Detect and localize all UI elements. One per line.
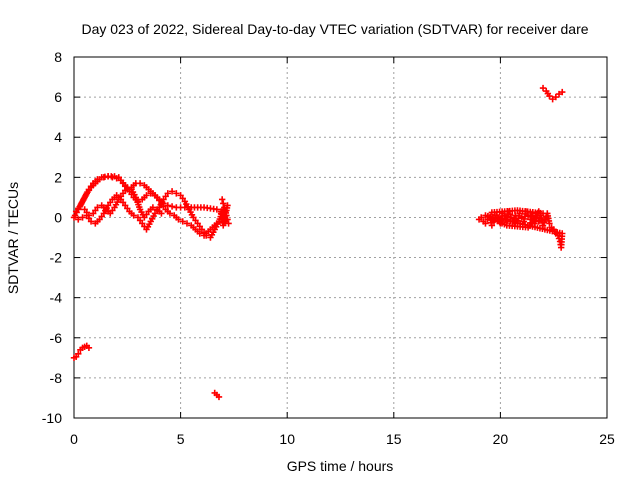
series-mid-arc — [72, 173, 221, 239]
data-point — [130, 212, 137, 219]
data-point — [535, 218, 542, 225]
data-point — [488, 222, 496, 229]
data-point — [168, 188, 176, 195]
y-tick-label: 2 — [54, 169, 62, 185]
data-point — [164, 202, 172, 209]
data-point — [541, 216, 549, 223]
series-end-cluster-7h — [217, 196, 232, 229]
y-tick-label: 0 — [54, 209, 62, 225]
data-point — [539, 84, 547, 92]
data-point — [164, 190, 172, 197]
y-tick-label: -2 — [50, 250, 63, 266]
series-late-band — [475, 207, 566, 251]
data-point — [85, 344, 93, 352]
data-point — [220, 200, 227, 207]
x-tick-label: 15 — [386, 431, 402, 447]
data-points — [70, 84, 566, 401]
data-point — [158, 210, 165, 217]
x-tick-label: 20 — [493, 431, 509, 447]
x-axis-label: GPS time / hours — [287, 458, 394, 474]
data-point — [196, 230, 203, 237]
y-tick-label: 6 — [54, 89, 62, 105]
data-point — [75, 216, 82, 223]
y-axis-label: SDTVAR / TECUs — [5, 182, 21, 294]
series-early-negative — [70, 342, 93, 362]
series-late-high — [539, 84, 566, 103]
x-tick-label: 25 — [599, 431, 615, 447]
data-point — [124, 184, 131, 191]
data-point — [111, 173, 118, 180]
data-point — [202, 232, 210, 239]
y-tick-label: -8 — [50, 370, 63, 386]
data-point — [546, 92, 553, 100]
data-point — [183, 220, 191, 227]
data-point — [85, 212, 93, 219]
data-point — [213, 206, 221, 213]
grid-lines — [74, 57, 607, 418]
y-tick-label: 4 — [54, 129, 62, 145]
data-point — [482, 220, 489, 227]
data-point — [175, 216, 182, 223]
data-point — [552, 93, 560, 101]
x-tick-labels: 0 5 10 15 20 25 — [70, 431, 615, 447]
data-point — [94, 176, 101, 183]
data-point — [546, 220, 553, 227]
data-point — [478, 214, 485, 221]
data-point — [168, 203, 176, 210]
data-point — [173, 190, 180, 197]
y-tick-label: -6 — [50, 330, 63, 346]
data-point — [94, 204, 101, 211]
data-point — [70, 214, 78, 221]
data-point — [179, 218, 186, 225]
data-point — [75, 350, 82, 358]
data-point — [218, 196, 226, 203]
y-tick-label: -10 — [42, 410, 62, 426]
data-point — [166, 210, 174, 217]
plot-frame — [73, 56, 608, 419]
y-tick-label: -4 — [50, 290, 63, 306]
y-tick-label: 8 — [54, 49, 62, 65]
data-point — [79, 214, 86, 221]
y-tick-labels: 8 6 4 2 0 -2 -4 -6 -8 -10 — [42, 49, 62, 426]
data-point — [149, 204, 157, 211]
series-curl-arc — [81, 184, 165, 221]
axis-ticks — [73, 56, 608, 419]
x-tick-label: 0 — [70, 431, 78, 447]
data-point — [136, 180, 144, 187]
data-point — [540, 219, 548, 226]
series-isolated-6.7h — [211, 389, 223, 401]
x-tick-label: 5 — [177, 431, 185, 447]
x-tick-label: 10 — [279, 431, 295, 447]
data-point — [559, 88, 566, 96]
data-point — [224, 202, 231, 209]
data-point — [143, 192, 150, 199]
data-point — [87, 218, 95, 225]
data-point — [215, 393, 223, 401]
chart-title: Day 023 of 2022, Sidereal Day-to-day VTE… — [81, 21, 588, 37]
data-point — [488, 209, 496, 216]
